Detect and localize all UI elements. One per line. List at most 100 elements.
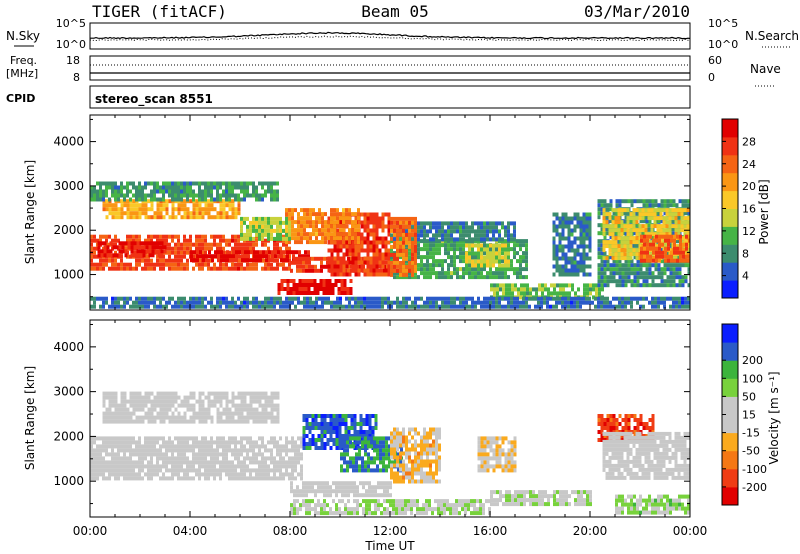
heatmap-cell	[264, 238, 267, 243]
heatmap-cell	[129, 456, 132, 461]
heatmap-cell	[632, 248, 636, 253]
heatmap-cell	[627, 300, 630, 305]
heatmap-cell	[298, 287, 302, 291]
heatmap-cell	[672, 296, 675, 301]
heatmap-cell	[279, 236, 282, 241]
heatmap-cell	[657, 275, 661, 280]
heatmap-cell	[231, 476, 234, 481]
heatmap-cell	[354, 236, 357, 241]
heatmap-cell	[171, 215, 175, 220]
heatmap-cell	[438, 304, 441, 309]
heatmap-cell	[582, 240, 586, 245]
heatmap-cell	[688, 254, 690, 259]
heatmap-cell	[336, 260, 340, 265]
heatmap-cell	[390, 260, 393, 265]
heatmap-cell	[333, 232, 336, 237]
heatmap-cell	[144, 444, 147, 449]
heatmap-cell	[93, 452, 96, 457]
heatmap-cell	[372, 304, 375, 309]
heatmap-cell	[635, 208, 639, 213]
heatmap-cell	[102, 456, 105, 461]
heatmap-cell	[456, 304, 459, 309]
heatmap-cell	[186, 304, 189, 309]
heatmap-cell	[93, 189, 96, 194]
heatmap-cell	[192, 300, 195, 305]
heatmap-cell	[555, 244, 559, 249]
heatmap-cell	[280, 287, 284, 291]
heatmap-cell	[387, 264, 391, 269]
heatmap-cell	[336, 228, 340, 233]
heatmap-cell	[573, 256, 577, 261]
heatmap-cell	[147, 266, 150, 271]
heatmap-cell	[336, 264, 340, 269]
heatmap-cell	[109, 241, 113, 246]
heatmap-cell	[609, 235, 613, 240]
heatmap-cell	[246, 476, 249, 481]
heatmap-cell	[618, 223, 622, 228]
heatmap-cell	[660, 279, 664, 284]
heatmap-cell	[174, 258, 177, 263]
heatmap-cell	[129, 211, 133, 216]
heatmap-cell	[309, 208, 312, 213]
heatmap-cell	[384, 224, 388, 229]
heatmap-cell	[183, 242, 186, 247]
heatmap-cell	[378, 236, 382, 241]
heatmap-cell	[438, 275, 441, 280]
heatmap-cell	[656, 208, 660, 213]
heatmap-cell	[399, 228, 402, 233]
heatmap-cell	[156, 262, 159, 267]
heatmap-cell	[103, 241, 107, 246]
heatmap-cell	[626, 208, 630, 213]
heatmap-cell	[171, 472, 174, 477]
heatmap-cell	[342, 232, 345, 237]
heatmap-cell	[399, 255, 402, 260]
heatmap-cell	[387, 252, 391, 257]
heatmap-cell	[196, 250, 199, 255]
heatmap-cell	[186, 246, 189, 251]
heatmap-cell	[114, 464, 117, 469]
heatmap-cell	[296, 256, 299, 261]
heatmap-cell	[605, 256, 609, 261]
heatmap-cell	[174, 300, 177, 305]
heatmap-cell	[426, 221, 429, 226]
heatmap-cell	[387, 248, 391, 253]
heatmap-cell	[531, 296, 534, 301]
heatmap-cell	[336, 268, 340, 273]
heatmap-cell	[190, 258, 193, 263]
heatmap-cell	[261, 436, 264, 441]
heatmap-cell	[321, 212, 324, 217]
heatmap-cell	[399, 220, 402, 225]
heatmap-cell	[345, 240, 349, 245]
heatmap-cell	[620, 240, 624, 245]
nsearch-series	[89, 35, 691, 42]
heatmap-cell	[426, 251, 429, 256]
heatmap-cell	[603, 259, 607, 264]
heatmap-cell	[129, 468, 132, 473]
heatmap-cell	[186, 436, 189, 441]
heatmap-cell	[276, 300, 279, 305]
heatmap-cell	[683, 240, 687, 245]
heatmap-cell	[680, 224, 684, 229]
heatmap-cell	[399, 237, 402, 242]
heatmap-cell	[501, 251, 504, 256]
heatmap-cell	[369, 212, 373, 217]
heatmap-cell	[228, 464, 231, 469]
heatmap-cell	[429, 225, 432, 230]
heatmap-cell	[216, 185, 219, 190]
heatmap-cell	[231, 199, 235, 204]
heatmap-cell	[138, 211, 142, 216]
heatmap-cell	[243, 468, 246, 473]
heatmap-cell	[240, 444, 243, 449]
heatmap-cell	[156, 296, 159, 301]
heatmap-cell	[237, 185, 240, 190]
heatmap-cell	[288, 216, 291, 221]
heatmap-cell	[498, 221, 501, 226]
heatmap-cell	[642, 219, 646, 224]
heatmap-cell	[270, 236, 273, 241]
heatmap-cell	[408, 232, 411, 237]
heatmap-cell	[114, 266, 117, 271]
heatmap-cell	[638, 216, 642, 221]
heatmap-cell	[348, 296, 351, 301]
heatmap-cell	[669, 263, 673, 268]
heatmap-cell	[168, 181, 171, 186]
